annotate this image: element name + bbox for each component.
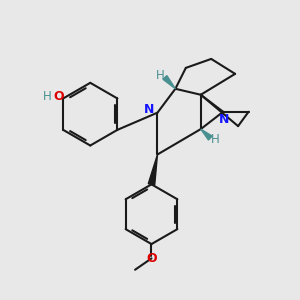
Text: H: H: [155, 68, 164, 82]
Polygon shape: [148, 154, 158, 185]
Polygon shape: [201, 129, 212, 140]
Text: H: H: [211, 133, 220, 146]
Polygon shape: [163, 76, 175, 89]
Text: N: N: [219, 113, 229, 126]
Text: O: O: [53, 90, 64, 103]
Text: N: N: [144, 103, 154, 116]
Text: H: H: [43, 90, 52, 103]
Text: O: O: [146, 253, 157, 266]
